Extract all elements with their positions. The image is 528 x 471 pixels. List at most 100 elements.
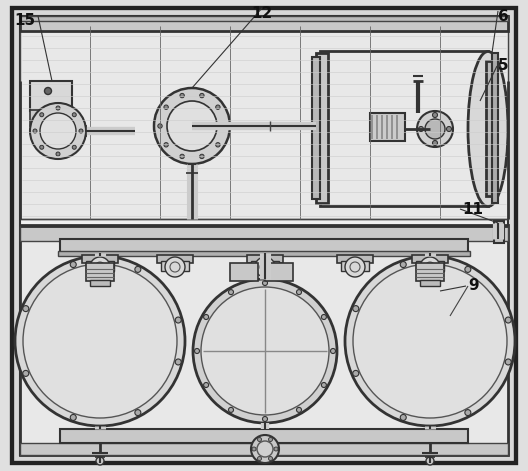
Text: 12: 12: [251, 6, 272, 21]
Circle shape: [200, 154, 204, 159]
Circle shape: [167, 101, 217, 151]
Text: 15: 15: [14, 13, 35, 28]
Bar: [20, 19, 508, 219]
Circle shape: [229, 407, 233, 413]
Circle shape: [353, 264, 507, 418]
Circle shape: [251, 435, 279, 463]
Circle shape: [432, 140, 438, 146]
Bar: [341, 261, 369, 271]
Circle shape: [465, 267, 471, 272]
Bar: [20, 16, 508, 31]
Circle shape: [96, 457, 104, 465]
Circle shape: [180, 93, 184, 98]
Circle shape: [397, 118, 403, 124]
Circle shape: [269, 456, 272, 461]
Circle shape: [23, 264, 177, 418]
Bar: [412, 255, 448, 263]
Bar: [20, 443, 508, 455]
Bar: [86, 261, 114, 271]
Circle shape: [229, 290, 233, 294]
Circle shape: [56, 106, 60, 110]
Circle shape: [72, 145, 76, 149]
Circle shape: [257, 441, 273, 457]
Circle shape: [262, 281, 268, 285]
Text: 9: 9: [468, 278, 478, 293]
Circle shape: [56, 152, 60, 156]
Circle shape: [23, 306, 29, 312]
Bar: [494, 221, 504, 243]
Text: 5: 5: [498, 58, 508, 73]
Circle shape: [262, 416, 268, 422]
Circle shape: [258, 438, 261, 441]
Bar: [20, 226, 508, 241]
Circle shape: [158, 124, 162, 128]
Circle shape: [72, 113, 76, 117]
Bar: [486, 61, 496, 196]
Circle shape: [222, 124, 226, 128]
Circle shape: [79, 129, 83, 133]
Circle shape: [180, 154, 184, 159]
Circle shape: [200, 93, 204, 98]
Circle shape: [322, 382, 326, 388]
Bar: [370, 113, 405, 141]
Circle shape: [417, 111, 453, 147]
Circle shape: [465, 410, 471, 415]
Circle shape: [164, 105, 168, 109]
Circle shape: [274, 447, 278, 451]
Bar: [157, 255, 193, 263]
Circle shape: [331, 349, 335, 354]
Bar: [492, 53, 498, 203]
Bar: [30, 110, 72, 126]
Circle shape: [419, 127, 423, 131]
Circle shape: [15, 256, 185, 426]
Circle shape: [135, 410, 141, 415]
Bar: [420, 280, 440, 286]
Circle shape: [164, 143, 168, 147]
Circle shape: [400, 261, 406, 268]
Circle shape: [154, 88, 230, 164]
Text: 11: 11: [462, 202, 483, 217]
Bar: [312, 57, 320, 199]
Bar: [337, 255, 373, 263]
Circle shape: [194, 349, 200, 354]
Bar: [161, 261, 189, 271]
Circle shape: [40, 113, 44, 117]
Circle shape: [175, 317, 181, 323]
Circle shape: [297, 407, 301, 413]
Circle shape: [426, 457, 434, 465]
Circle shape: [345, 257, 365, 277]
Bar: [86, 263, 114, 281]
Bar: [20, 16, 508, 21]
Bar: [320, 51, 488, 206]
Bar: [20, 225, 508, 455]
Circle shape: [33, 129, 37, 133]
Circle shape: [165, 257, 185, 277]
Bar: [265, 263, 293, 281]
Circle shape: [201, 287, 329, 415]
Bar: [247, 255, 283, 263]
Circle shape: [505, 317, 511, 323]
Circle shape: [70, 414, 76, 421]
Circle shape: [30, 103, 86, 159]
Bar: [251, 261, 279, 271]
Circle shape: [353, 370, 359, 376]
Circle shape: [135, 267, 141, 272]
Bar: [30, 81, 72, 111]
Circle shape: [269, 438, 272, 441]
Circle shape: [23, 370, 29, 376]
Circle shape: [40, 113, 76, 149]
Circle shape: [70, 261, 76, 268]
Circle shape: [193, 279, 337, 423]
Ellipse shape: [468, 51, 508, 206]
Bar: [60, 429, 468, 443]
Bar: [316, 53, 328, 203]
Bar: [60, 239, 468, 253]
Circle shape: [400, 414, 406, 421]
Circle shape: [420, 257, 440, 277]
Bar: [230, 263, 258, 281]
Circle shape: [345, 256, 515, 426]
Circle shape: [44, 88, 52, 95]
Circle shape: [175, 359, 181, 365]
Circle shape: [297, 290, 301, 294]
Circle shape: [255, 257, 275, 277]
